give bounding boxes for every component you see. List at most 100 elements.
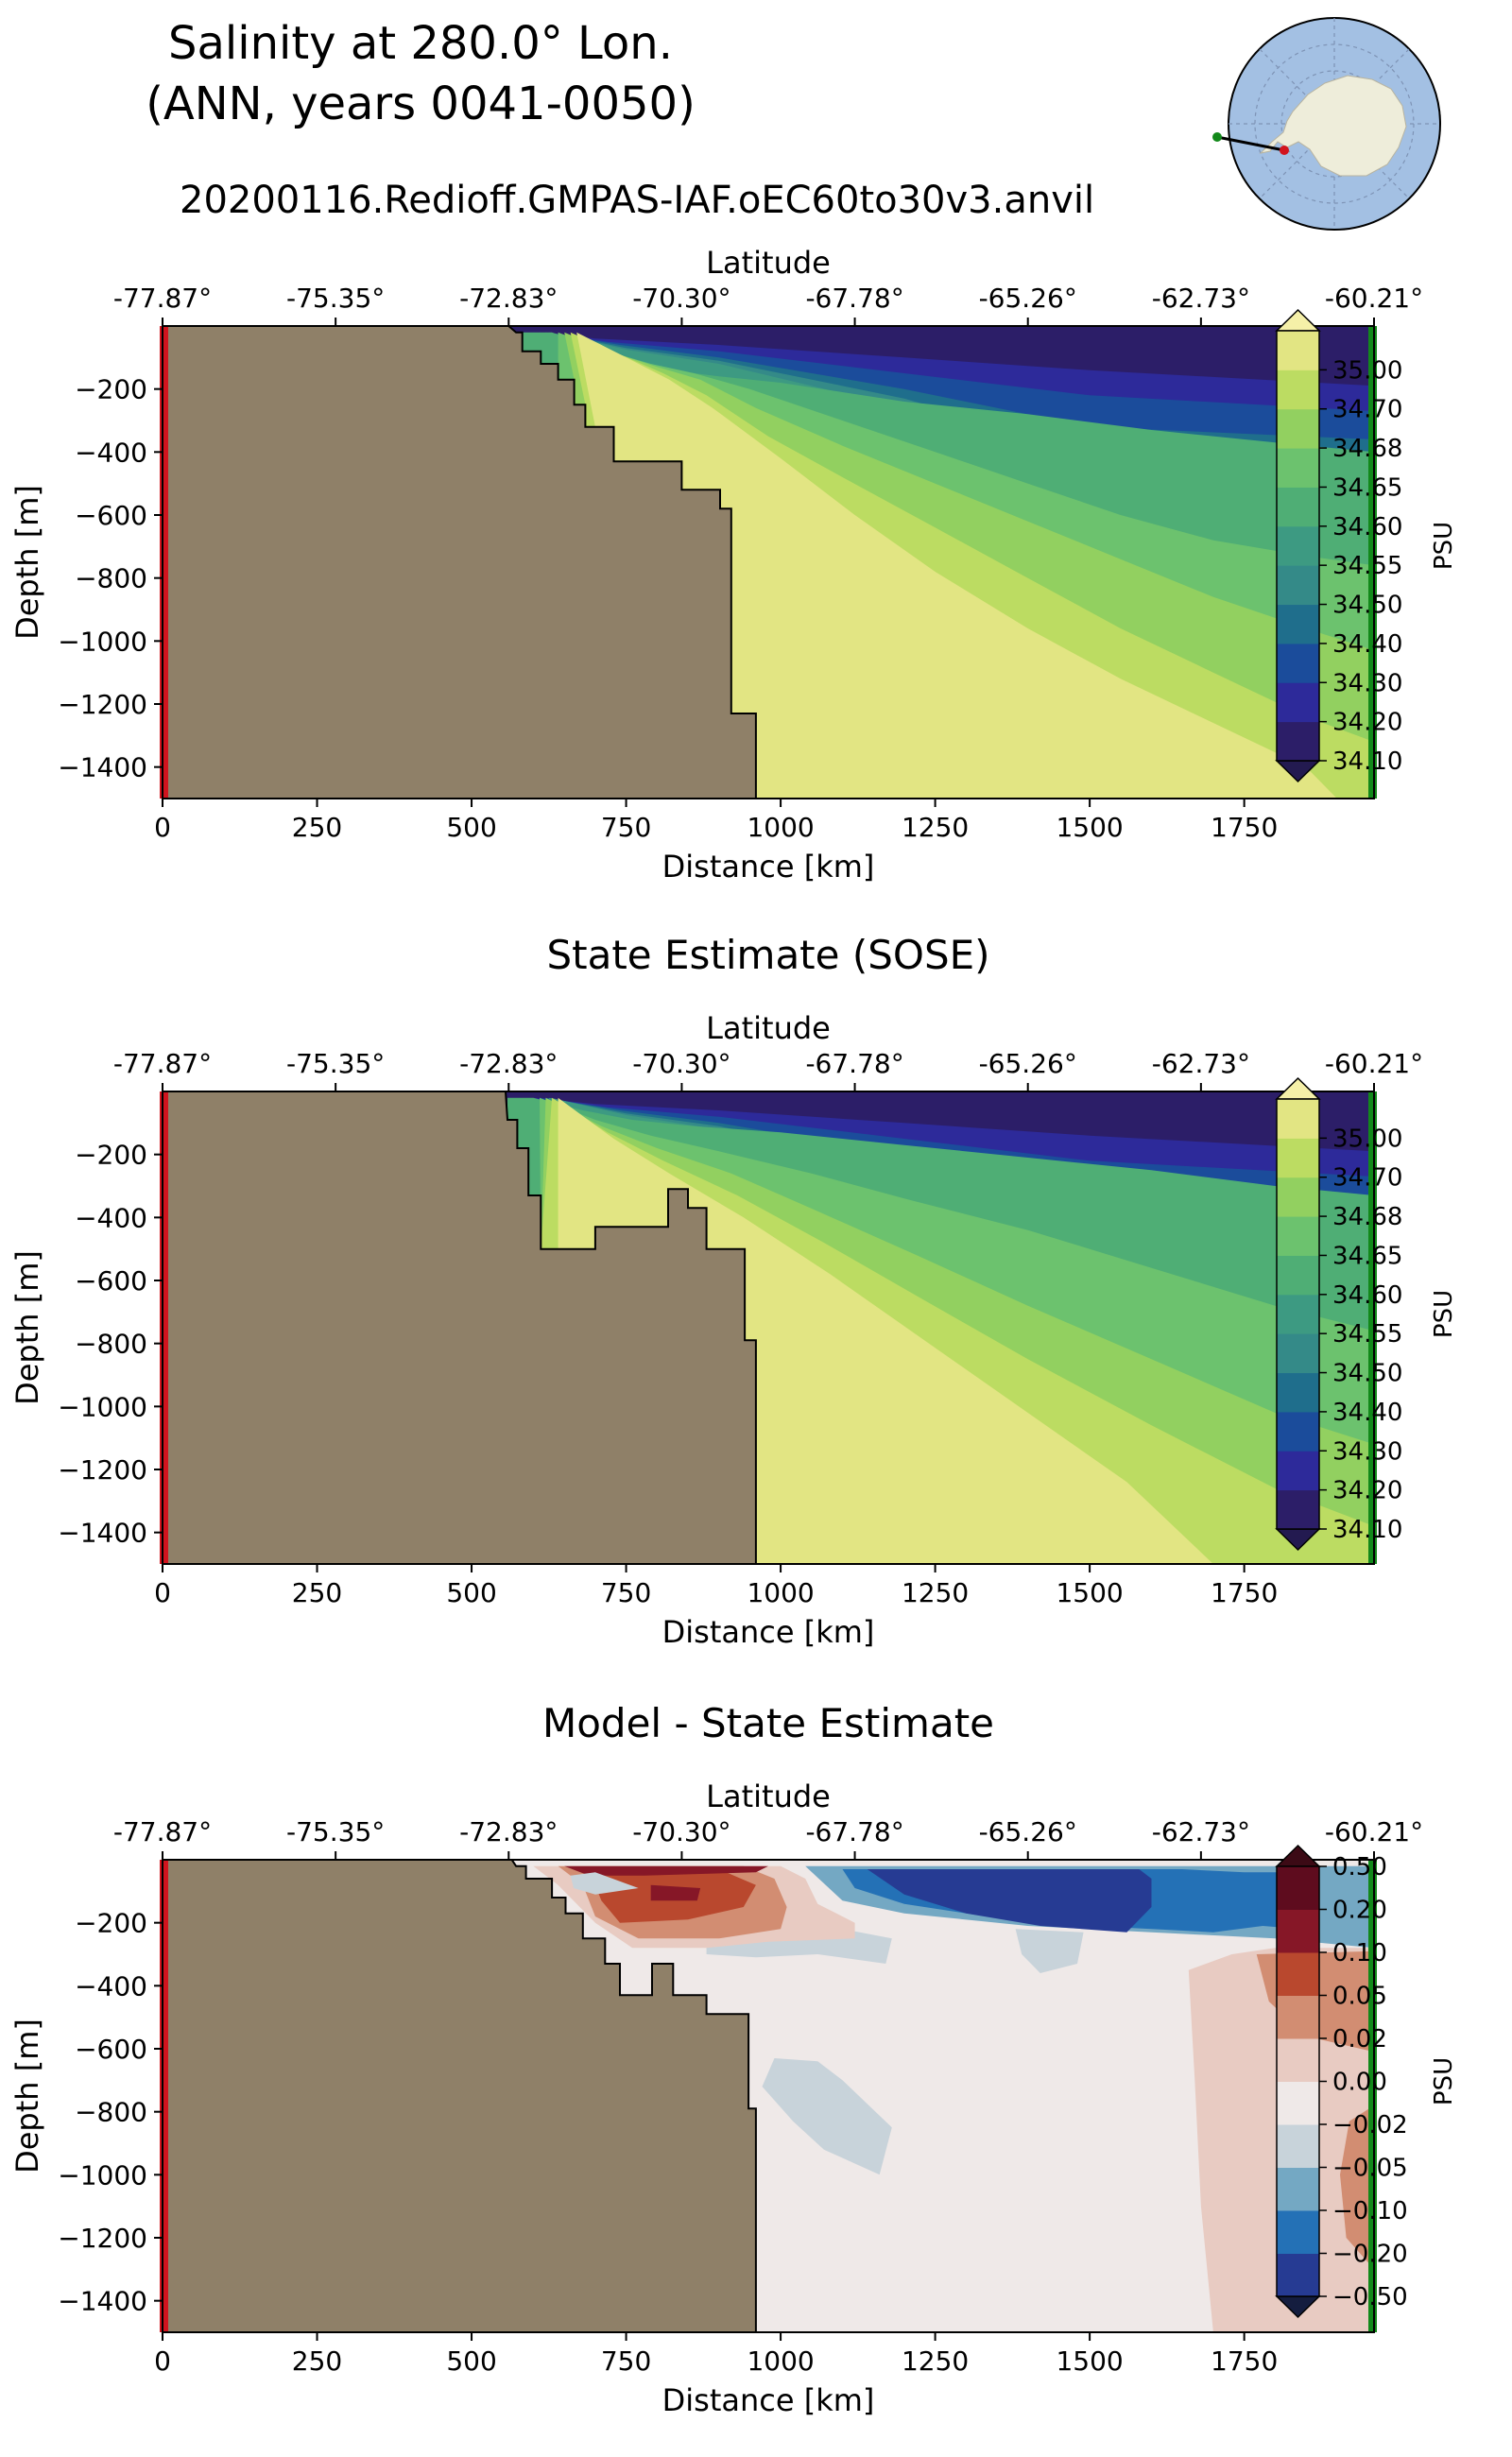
lat-tick-label: -77.87°	[113, 283, 212, 314]
colorbar-swatch	[1277, 1866, 1319, 1910]
antarctica-map-icon	[1212, 17, 1441, 231]
lat-tick-label: -62.73°	[1152, 283, 1250, 314]
lat-axis-label: Latitude	[706, 1778, 831, 1814]
colorbar-swatch	[1277, 331, 1319, 370]
lat-tick-label: -72.83°	[459, 1048, 558, 1079]
colorbar-swatch	[1277, 1138, 1319, 1178]
contour-band	[576, 332, 1337, 799]
plot-frame	[162, 325, 1375, 799]
x-axis-label: Distance [km]	[662, 1614, 875, 1650]
colorbar-swatch	[1277, 525, 1319, 566]
colorbar-tick-label: −0.02	[1332, 2111, 1408, 2139]
contour-band	[650, 1884, 701, 1901]
y-tick-label: −600	[75, 500, 147, 531]
colorbar-tick-label: 0.20	[1332, 1897, 1387, 1925]
colorbar-swatch	[1277, 682, 1319, 723]
y-tick-label: −200	[75, 1140, 147, 1171]
panel-title: Model - State Estimate	[542, 1700, 994, 1746]
colorbar-tick-label: −0.05	[1332, 2155, 1408, 2183]
colorbar-tick-label: −0.20	[1332, 2241, 1408, 2269]
lat-tick-label: -67.78°	[805, 283, 903, 314]
y-tick-label: −1200	[58, 689, 147, 720]
x-tick-label: 1000	[747, 812, 814, 843]
lat-tick-label: -62.73°	[1152, 1048, 1250, 1079]
figure-subtitle: 20200116.Redioff.GMPAS-IAF.oEC60to30v3.a…	[180, 179, 1095, 222]
colorbar: −0.50 −0.20 −0.10 −0.05 −0.02 0.00 0.02 0.05 0.1…	[1275, 1844, 1458, 2319]
colorbar-tick-label: 34.70	[1332, 1164, 1402, 1193]
colorbar: 34.10 34.20 34.30 34.40 34.50 34.55 34.60 34.65…	[1275, 308, 1458, 783]
colorbar-extend-top	[1275, 308, 1321, 332]
lat-tick-label: -70.30°	[632, 1816, 730, 1847]
colorbar-tick-label: 34.30	[1332, 1437, 1402, 1466]
lat-tick-label: -60.21°	[1325, 283, 1423, 314]
section-start-line	[160, 1860, 168, 2332]
contour-band	[1015, 1929, 1084, 1973]
colorbar-swatch	[1277, 721, 1319, 762]
colorbar-swatch	[1277, 369, 1319, 410]
colorbar-tick-label: 34.40	[1332, 630, 1402, 659]
y-tick-label: −400	[75, 437, 147, 468]
difference-panel: 0 250 500 750 1000 1250 1500 1750 Distance [km] −…	[9, 1700, 1458, 2418]
colorbar-tick-label: 34.55	[1332, 552, 1402, 580]
colorbar-tick-label: 34.65	[1332, 1242, 1402, 1270]
contour-band	[570, 1872, 639, 1895]
colorbar-swatch	[1277, 1909, 1319, 1953]
y-tick-label: −1000	[58, 2159, 147, 2191]
lat-tick-label: -60.21°	[1325, 1816, 1423, 1847]
x-tick-label: 1500	[1056, 2345, 1123, 2377]
x-axis-label: Distance [km]	[662, 849, 875, 885]
colorbar-swatch	[1277, 1372, 1319, 1413]
colorbar-tick-label: 0.05	[1332, 1983, 1387, 2011]
colorbar-tick-label: −0.50	[1332, 2283, 1408, 2311]
x-axis-label: Distance [km]	[662, 2382, 875, 2418]
x-tick-label: 1750	[1211, 1577, 1278, 1608]
colorbar-tick-label: 0.50	[1332, 1853, 1387, 1881]
y-tick-label: −1400	[58, 1518, 147, 1549]
x-tick-label: 0	[154, 2345, 171, 2377]
colorbar-swatch	[1277, 2210, 1319, 2254]
x-tick-label: 1750	[1211, 812, 1278, 843]
y-tick-label: −1200	[58, 1454, 147, 1486]
x-tick-label: 750	[601, 812, 651, 843]
colorbar-tick-label: 0.10	[1332, 1939, 1387, 1967]
lat-tick-label: -65.26°	[979, 283, 1077, 314]
colorbar-frame	[1276, 1098, 1320, 1530]
lat-tick-label: -67.78°	[805, 1816, 903, 1847]
colorbar-tick-label: 34.50	[1332, 592, 1402, 620]
x-tick-label: 1250	[902, 1577, 969, 1608]
colorbar-tick-label: 34.10	[1332, 747, 1402, 776]
x-tick-label: 1250	[902, 2345, 969, 2377]
colorbar: 34.10 34.20 34.30 34.40 34.50 34.55 34.60 34.65…	[1275, 1076, 1458, 1552]
x-tick-label: 250	[292, 1577, 342, 1608]
y-axis-label: Depth [m]	[9, 2019, 45, 2174]
lat-tick-label: -77.87°	[113, 1048, 212, 1079]
land-mask	[163, 326, 757, 799]
x-tick-label: 250	[292, 812, 342, 843]
colorbar-swatch	[1277, 448, 1319, 488]
lat-tick-label: -72.83°	[459, 283, 558, 314]
lat-tick-label: -65.26°	[979, 1048, 1077, 1079]
y-tick-label: −400	[75, 1202, 147, 1233]
x-tick-label: 1750	[1211, 2345, 1278, 2377]
colorbar-tick-label: 34.50	[1332, 1360, 1402, 1388]
colorbar-tick-label: 34.40	[1332, 1399, 1402, 1427]
lat-tick-label: -75.35°	[286, 1816, 385, 1847]
y-axis-label: Depth [m]	[9, 485, 45, 640]
y-tick-label: −200	[75, 1908, 147, 1939]
x-tick-label: 250	[292, 2345, 342, 2377]
y-tick-label: −800	[75, 563, 147, 594]
x-tick-label: 1000	[747, 2345, 814, 2377]
lat-tick-label: -70.30°	[632, 1048, 730, 1079]
lat-axis-label: Latitude	[706, 1010, 831, 1046]
colorbar-swatch	[1277, 1255, 1319, 1296]
colorbar-tick-label: −0.10	[1332, 2197, 1408, 2225]
colorbar-frame	[1276, 330, 1320, 762]
colorbar-swatch	[1277, 1411, 1319, 1452]
colorbar-swatch	[1277, 2038, 1319, 2082]
y-tick-label: −1200	[58, 2223, 147, 2254]
x-tick-label: 0	[154, 812, 171, 843]
colorbar-swatch	[1277, 1952, 1319, 1996]
lat-tick-label: -62.73°	[1152, 1816, 1250, 1847]
section-start-line	[160, 1091, 168, 1564]
